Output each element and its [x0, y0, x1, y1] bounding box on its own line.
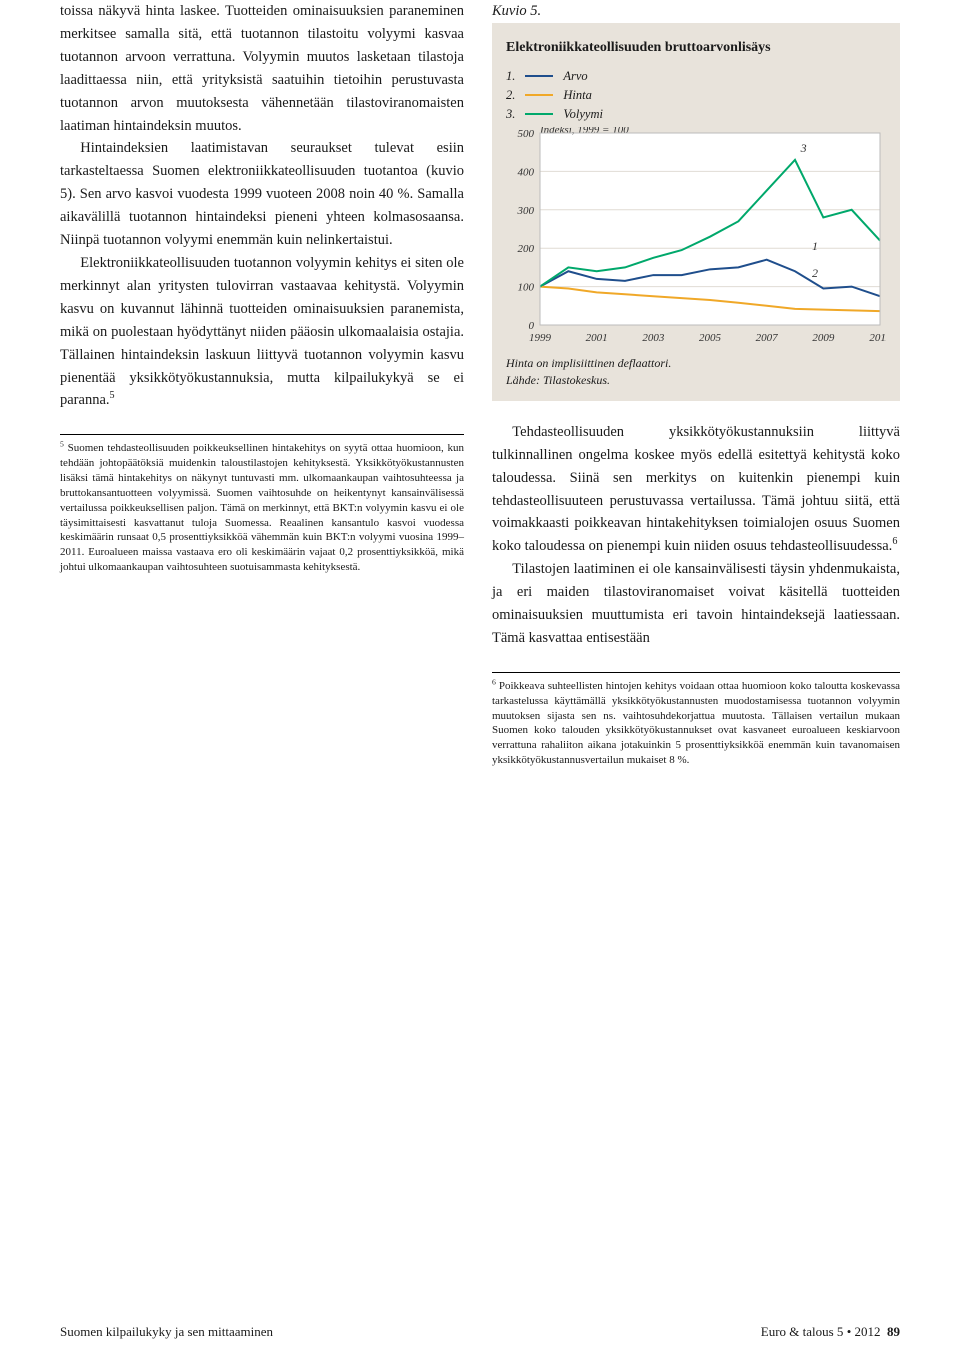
svg-text:400: 400: [518, 167, 535, 179]
legend-row-3: 3. Volyymi: [506, 105, 886, 124]
svg-text:Indeksi, 1999 = 100: Indeksi, 1999 = 100: [539, 127, 629, 136]
legend-row-2: 2. Hinta: [506, 86, 886, 105]
legend-swatch-volyymi: [525, 113, 553, 115]
svg-text:3: 3: [800, 141, 807, 155]
chart-source: Hinta on implisiittinen deflaattori.Lähd…: [506, 355, 886, 389]
svg-text:500: 500: [518, 128, 535, 140]
page-footer: Suomen kilpailukyky ja sen mittaaminen E…: [60, 1322, 900, 1343]
footnote-5: 5 Suomen tehdasteollisuuden poikkeuksell…: [60, 441, 464, 575]
svg-text:1: 1: [812, 239, 818, 253]
svg-text:1999: 1999: [529, 332, 552, 344]
svg-text:100: 100: [518, 282, 535, 294]
line-chart: 0 100 200 300 400 500 1999 2001 2003 2005 2007 2009…: [506, 127, 886, 347]
svg-text:200: 200: [518, 243, 535, 255]
para-3: Elektroniikkateollisuuden tuotannon voly…: [60, 252, 464, 412]
para-r2: Tilastojen laatiminen ei ole kansainväli…: [492, 558, 900, 650]
footer-title: Suomen kilpailukyky ja sen mittaaminen: [60, 1322, 273, 1343]
footnote-6: 6 Poikkeava suhteellisten hintojen kehit…: [492, 679, 900, 768]
svg-text:0: 0: [529, 320, 535, 332]
right-column: Kuvio 5. Elektroniikkateollisuuden brutt…: [492, 0, 900, 768]
svg-text:2011: 2011: [869, 332, 886, 344]
para-r1: Tehdasteollisuuden yksikkötyökustannuksi…: [492, 421, 900, 558]
chart-container: Elektroniikkateollisuuden bruttoarvonlis…: [492, 23, 900, 401]
figure-label: Kuvio 5.: [492, 0, 900, 23]
chart-title: Elektroniikkateollisuuden bruttoarvonlis…: [506, 37, 886, 59]
svg-text:2001: 2001: [586, 332, 608, 344]
svg-text:2005: 2005: [699, 332, 722, 344]
chart-legend: 1. Arvo 2. Hinta 3. Volyymi: [506, 67, 886, 123]
svg-text:2009: 2009: [812, 332, 835, 344]
footnote-ref-6: 6: [892, 537, 897, 548]
legend-swatch-hinta: [525, 94, 553, 96]
svg-text:300: 300: [517, 205, 535, 217]
left-column: toissa näkyvä hinta laskee. Tuotteiden o…: [60, 0, 464, 768]
svg-text:2003: 2003: [642, 332, 665, 344]
svg-text:2: 2: [812, 266, 818, 280]
footer-journal: Euro & talous 5 • 2012 89: [761, 1322, 900, 1343]
legend-row-1: 1. Arvo: [506, 67, 886, 86]
para-2: Hintaindeksien laatimistavan seuraukset …: [60, 137, 464, 252]
legend-swatch-arvo: [525, 75, 553, 77]
para-1: toissa näkyvä hinta laskee. Tuotteiden o…: [60, 0, 464, 137]
footnote-ref-5: 5: [110, 391, 115, 402]
svg-text:2007: 2007: [756, 332, 779, 344]
